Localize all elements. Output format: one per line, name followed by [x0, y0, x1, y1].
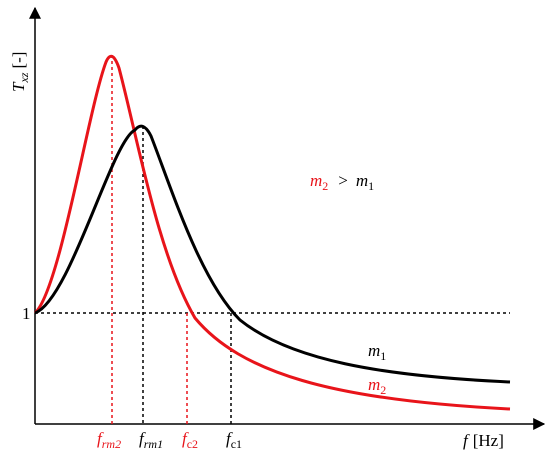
text-part: f — [139, 429, 146, 448]
text-part: rm1 — [144, 437, 163, 451]
text-part: m — [368, 341, 380, 360]
text-part: 2 — [322, 179, 328, 193]
text-part: f — [463, 431, 470, 450]
unity-label: 1 — [22, 304, 31, 323]
text-part: m — [310, 171, 322, 190]
text-part: rm2 — [102, 437, 121, 451]
text-part: f — [97, 429, 104, 448]
text-part: > — [338, 171, 348, 190]
y-axis-label: Txz [-] — [9, 52, 31, 92]
text-part: T — [9, 81, 28, 92]
marker-label: fc1 — [226, 429, 242, 451]
curve-label: m1 — [368, 341, 386, 363]
x-axis-label: f [Hz] — [463, 431, 504, 450]
text-part: 2 — [380, 383, 386, 397]
text-part: [-] — [9, 52, 28, 69]
text-part: 1 — [368, 179, 374, 193]
text-part: m — [356, 171, 368, 190]
curve-m1 — [34, 124, 511, 384]
text-part: m — [368, 375, 380, 394]
curve-label: m2 — [368, 375, 386, 397]
text-part: c2 — [187, 437, 198, 451]
text-part: xz — [17, 72, 31, 83]
text-part: 1 — [380, 349, 386, 363]
text-part: f — [226, 429, 233, 448]
text-part: c1 — [231, 437, 242, 451]
text-part: f — [182, 429, 189, 448]
text-part: [Hz] — [473, 431, 504, 450]
marker-label: frm2 — [97, 429, 121, 451]
marker-label: frm1 — [139, 429, 163, 451]
marker-label: fc2 — [182, 429, 198, 451]
curve-m2 — [33, 54, 511, 411]
relation: m2 > m1 — [310, 171, 374, 193]
